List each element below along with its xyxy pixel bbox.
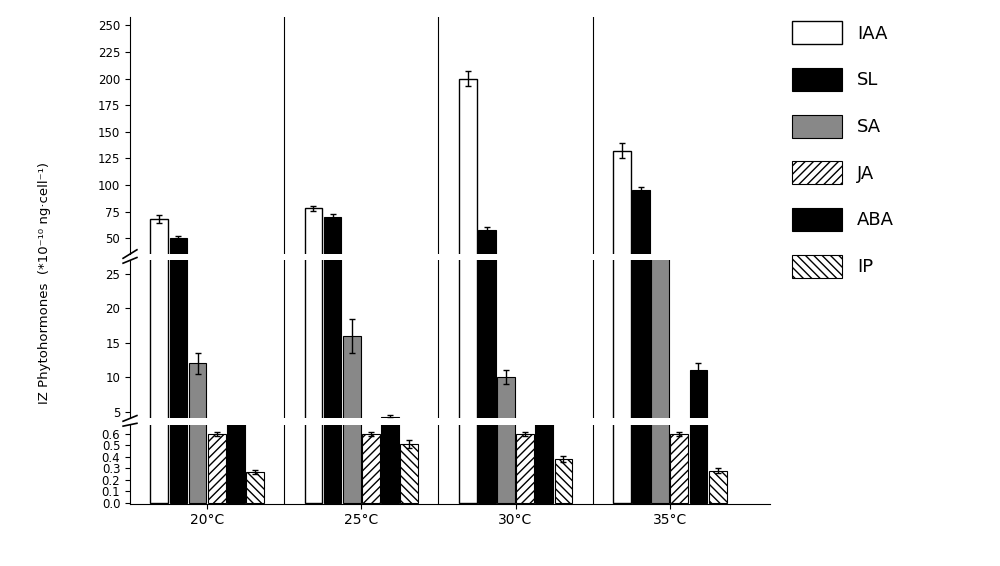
Bar (189, 0, 206, 503)
Bar (170, 238, 187, 291)
Bar (170, 0, 187, 503)
Bar (208, 434, 226, 503)
Bar (690, 0, 707, 503)
Bar (305, 208, 322, 291)
Bar (246, 471, 264, 503)
Bar (381, 22, 399, 503)
Bar (305, 0, 322, 446)
Bar (400, 443, 418, 446)
Bar (150, 0, 168, 503)
Bar (613, 0, 631, 446)
Bar (516, 441, 534, 446)
Bar (324, 0, 341, 446)
Bar (497, 377, 515, 446)
Bar (516, 434, 534, 503)
Bar (227, 288, 245, 291)
Bar (613, 0, 631, 503)
Bar (189, 363, 206, 446)
Bar (497, 281, 515, 291)
Bar (150, 0, 168, 446)
Bar (324, 0, 341, 503)
Bar (535, 422, 553, 446)
Bar (305, 0, 322, 503)
Bar (381, 417, 399, 446)
Bar (381, 287, 399, 291)
Bar (632, 0, 650, 446)
Bar (651, 240, 669, 446)
Bar (555, 459, 572, 503)
Bar (459, 0, 477, 503)
Bar (632, 190, 650, 291)
Bar (208, 441, 226, 446)
Bar (670, 441, 688, 446)
Bar (690, 370, 707, 446)
Bar (246, 444, 264, 446)
Bar (150, 219, 168, 291)
Bar (170, 102, 187, 446)
Bar (362, 441, 380, 446)
Bar (497, 0, 515, 503)
Bar (478, 0, 496, 503)
Bar (189, 278, 206, 291)
Bar (516, 290, 534, 291)
Bar (227, 422, 245, 446)
Bar (400, 444, 418, 503)
Bar (709, 444, 727, 446)
Bar (709, 470, 727, 503)
Bar (362, 434, 380, 503)
Bar (343, 0, 361, 503)
Bar (208, 290, 226, 291)
Bar (478, 230, 496, 291)
Bar (690, 280, 707, 291)
Bar (459, 0, 477, 446)
Bar (670, 434, 688, 503)
Bar (478, 48, 496, 446)
Legend: IAA, SL, SA, JA, ABA, IP: IAA, SL, SA, JA, ABA, IP (792, 22, 894, 278)
Bar (670, 290, 688, 291)
Bar (632, 0, 650, 503)
Bar (362, 290, 380, 291)
Bar (535, 102, 553, 503)
Bar (651, 0, 669, 503)
Bar (651, 259, 669, 291)
Bar (343, 336, 361, 446)
Text: IZ Phytohormones  (*10⁻¹⁰ ng·cell⁻¹): IZ Phytohormones (*10⁻¹⁰ ng·cell⁻¹) (38, 162, 52, 404)
Bar (343, 275, 361, 291)
Bar (555, 443, 572, 446)
Bar (459, 79, 477, 291)
Bar (324, 217, 341, 291)
Bar (227, 102, 245, 503)
Bar (613, 151, 631, 291)
Bar (535, 288, 553, 291)
